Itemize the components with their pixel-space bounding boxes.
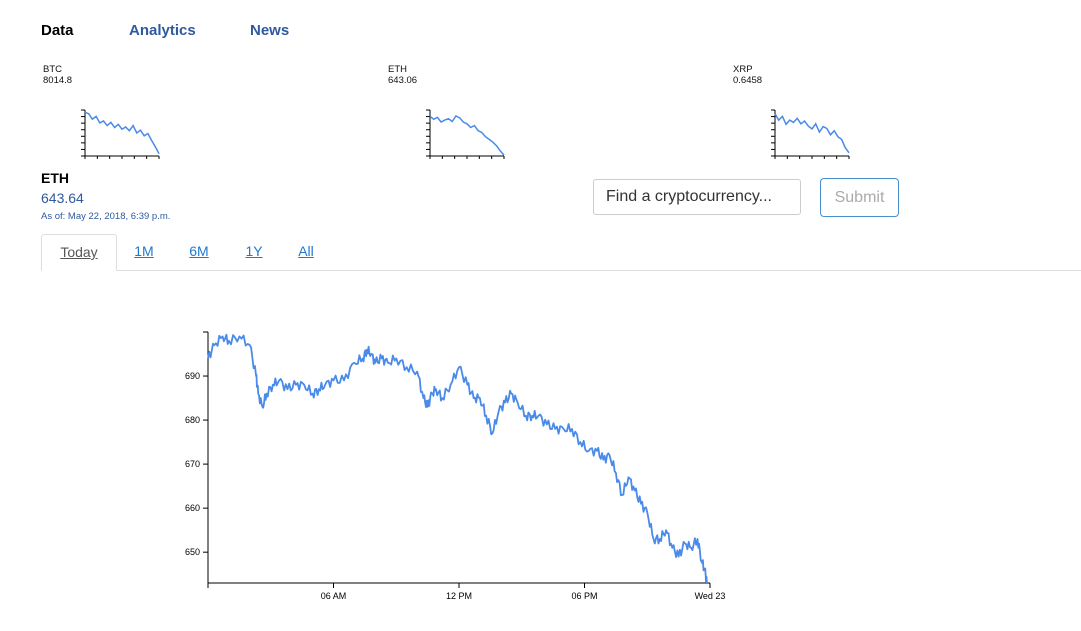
x-tick-label: 12 PM <box>446 591 472 601</box>
range-tabs: Today 1M 6M 1Y All <box>41 234 1081 271</box>
ticker-symbol: ETH <box>388 64 407 75</box>
ticker-card-btc[interactable]: BTC 8014.8 <box>43 64 243 164</box>
detail-as-of: As of: May 22, 2018, 6:39 p.m. <box>41 211 171 222</box>
sparkline-series <box>429 115 505 156</box>
nav-item-news[interactable]: News <box>250 22 290 39</box>
detail-price: 643.64 <box>41 190 84 206</box>
nav-item-data[interactable]: Data <box>41 22 74 39</box>
sparkline-series <box>774 113 850 154</box>
detail-symbol: ETH <box>41 170 69 186</box>
y-tick-label: 660 <box>185 503 200 513</box>
x-tick-label: 06 PM <box>571 591 597 601</box>
price-series-line <box>207 333 708 584</box>
tab-today[interactable]: Today <box>41 234 117 271</box>
submit-button[interactable]: Submit <box>820 178 899 217</box>
sparkline-series <box>84 111 160 155</box>
ticker-price: 643.06 <box>388 75 418 86</box>
ticker-sparkline <box>81 109 160 159</box>
ticker-card-xrp[interactable]: XRP 0.6458 <box>733 64 933 164</box>
ticker-price: 8014.8 <box>43 75 73 86</box>
x-tick-label: 06 AM <box>321 591 347 601</box>
y-tick-label: 690 <box>185 371 200 381</box>
y-tick-label: 680 <box>185 415 200 425</box>
tab-all[interactable]: All <box>298 243 314 259</box>
ticker-sparkline <box>426 109 505 159</box>
search-input[interactable] <box>593 179 801 215</box>
y-tick-label: 670 <box>185 459 200 469</box>
tab-1y[interactable]: 1Y <box>245 243 263 259</box>
ticker-sparkline <box>771 109 850 159</box>
nav-item-analytics[interactable]: Analytics <box>129 22 196 39</box>
ticker-symbol: XRP <box>733 64 753 75</box>
ticker-symbol: BTC <box>43 64 62 75</box>
ticker-card-eth[interactable]: ETH 643.06 <box>388 64 588 164</box>
y-tick-label: 650 <box>185 547 200 557</box>
chart-axes: 650 660 670 680 690 06 AM 12 PM 06 PM Wed 23 <box>185 331 726 601</box>
tab-6m[interactable]: 6M <box>189 243 209 259</box>
tab-1m[interactable]: 1M <box>134 243 154 259</box>
ticker-price: 0.6458 <box>733 75 763 86</box>
x-tick-label: Wed 23 <box>695 591 726 601</box>
